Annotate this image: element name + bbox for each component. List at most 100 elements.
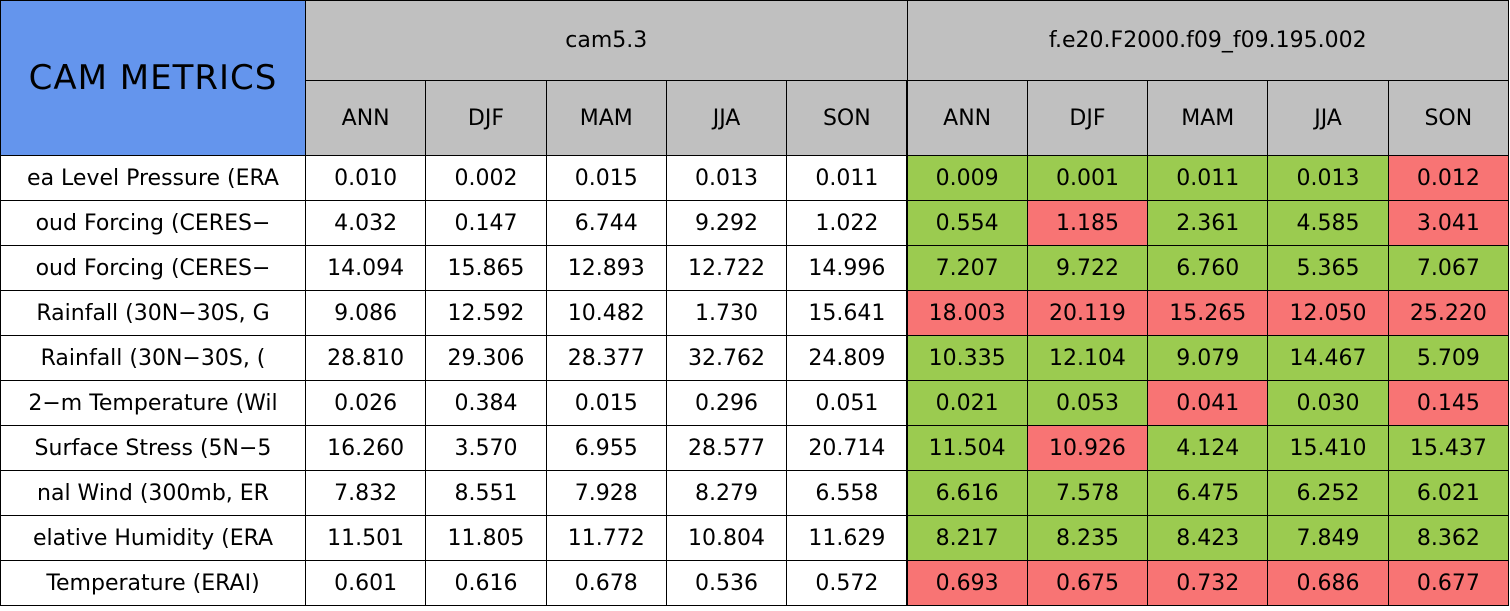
metric-cell: 20.119 [1026,290,1149,336]
metric-cell: 0.572 [786,560,908,606]
metric-cell: 7.928 [545,470,667,516]
metric-cell: 0.536 [665,560,788,606]
metric-cell: 0.013 [1267,155,1389,201]
metric-cell: 7.067 [1387,245,1509,291]
metric-cell: 0.678 [545,560,667,606]
metric-cell: 10.926 [1026,425,1149,471]
season-header: JJA [1267,80,1389,156]
season-header: DJF [425,80,547,156]
row-label: Rainfall (30N−30S, ( [0,335,306,381]
metric-cell: 0.002 [425,155,547,201]
metric-cell: 0.012 [1387,155,1509,201]
metric-cell: 0.010 [305,155,427,201]
metric-cell: 8.423 [1147,515,1269,561]
metric-cell: 0.011 [1147,155,1269,201]
row-label: elative Humidity (ERA [0,515,306,561]
row-label: Rainfall (30N−30S, G [0,290,306,336]
metric-cell: 6.252 [1267,470,1389,516]
metric-cell: 0.015 [545,155,667,201]
metric-cell: 15.410 [1267,425,1389,471]
metric-cell: 28.810 [305,335,427,381]
metric-cell: 12.104 [1026,335,1149,381]
metric-cell: 0.001 [1026,155,1149,201]
metric-cell: 11.501 [305,515,427,561]
metric-cell: 3.041 [1387,200,1509,246]
metric-cell: 12.893 [545,245,667,291]
metric-cell: 0.732 [1147,560,1269,606]
metric-cell: 20.714 [786,425,908,471]
season-header: JJA [665,80,788,156]
metric-cell: 8.362 [1387,515,1509,561]
metric-cell: 1.022 [786,200,908,246]
metric-cell: 28.577 [665,425,788,471]
metric-cell: 0.296 [665,380,788,426]
row-label: nal Wind (300mb, ER [0,470,306,516]
season-header: MAM [1147,80,1269,156]
metric-cell: 12.722 [665,245,788,291]
season-header: SON [786,80,908,156]
metric-cell: 0.009 [906,155,1028,201]
metric-cell: 11.772 [545,515,667,561]
metric-cell: 6.558 [786,470,908,516]
metric-cell: 24.809 [786,335,908,381]
metric-cell: 4.124 [1147,425,1269,471]
metric-cell: 0.145 [1387,380,1509,426]
metric-cell: 4.585 [1267,200,1389,246]
row-label: Temperature (ERAI) [0,560,306,606]
metric-cell: 6.616 [906,470,1028,516]
metric-cell: 7.832 [305,470,427,516]
metric-cell: 0.554 [906,200,1028,246]
metric-cell: 8.279 [665,470,788,516]
metric-cell: 14.996 [786,245,908,291]
metric-cell: 5.709 [1387,335,1509,381]
metric-cell: 12.050 [1267,290,1389,336]
metric-cell: 11.629 [786,515,908,561]
metric-cell: 11.805 [425,515,547,561]
metric-cell: 0.015 [545,380,667,426]
metric-cell: 4.032 [305,200,427,246]
metric-cell: 16.260 [305,425,427,471]
season-header: MAM [545,80,667,156]
metric-cell: 9.079 [1147,335,1269,381]
metric-cell: 0.147 [425,200,547,246]
metric-cell: 12.592 [425,290,547,336]
metric-cell: 3.570 [425,425,547,471]
metric-cell: 0.011 [786,155,908,201]
season-header: ANN [305,80,427,156]
metric-cell: 9.292 [665,200,788,246]
metric-cell: 11.504 [906,425,1028,471]
metric-cell: 7.207 [906,245,1028,291]
metric-cell: 10.804 [665,515,788,561]
metric-cell: 0.693 [906,560,1028,606]
metric-cell: 0.030 [1267,380,1389,426]
metric-cell: 0.601 [305,560,427,606]
metric-cell: 9.722 [1026,245,1149,291]
metric-cell: 8.217 [906,515,1028,561]
metric-cell: 0.013 [665,155,788,201]
metric-cell: 0.686 [1267,560,1389,606]
metric-cell: 0.384 [425,380,547,426]
metric-cell: 10.482 [545,290,667,336]
group-header: cam5.3 [305,0,908,81]
season-header: DJF [1026,80,1149,156]
season-header: SON [1387,80,1509,156]
metric-cell: 6.955 [545,425,667,471]
metric-cell: 18.003 [906,290,1028,336]
metric-cell: 0.041 [1147,380,1269,426]
row-label: Surface Stress (5N−5 [0,425,306,471]
metric-cell: 8.551 [425,470,547,516]
metric-cell: 0.051 [786,380,908,426]
metric-cell: 0.677 [1387,560,1509,606]
metric-cell: 15.641 [786,290,908,336]
metric-cell: 15.437 [1387,425,1509,471]
metric-cell: 14.467 [1267,335,1389,381]
metric-cell: 0.675 [1026,560,1149,606]
metric-cell: 15.265 [1147,290,1269,336]
row-label: oud Forcing (CERES− [0,245,306,291]
title-cell: CAM METRICS [0,0,306,156]
metric-cell: 5.365 [1267,245,1389,291]
metric-cell: 0.021 [906,380,1028,426]
metric-cell: 0.616 [425,560,547,606]
row-label: oud Forcing (CERES− [0,200,306,246]
